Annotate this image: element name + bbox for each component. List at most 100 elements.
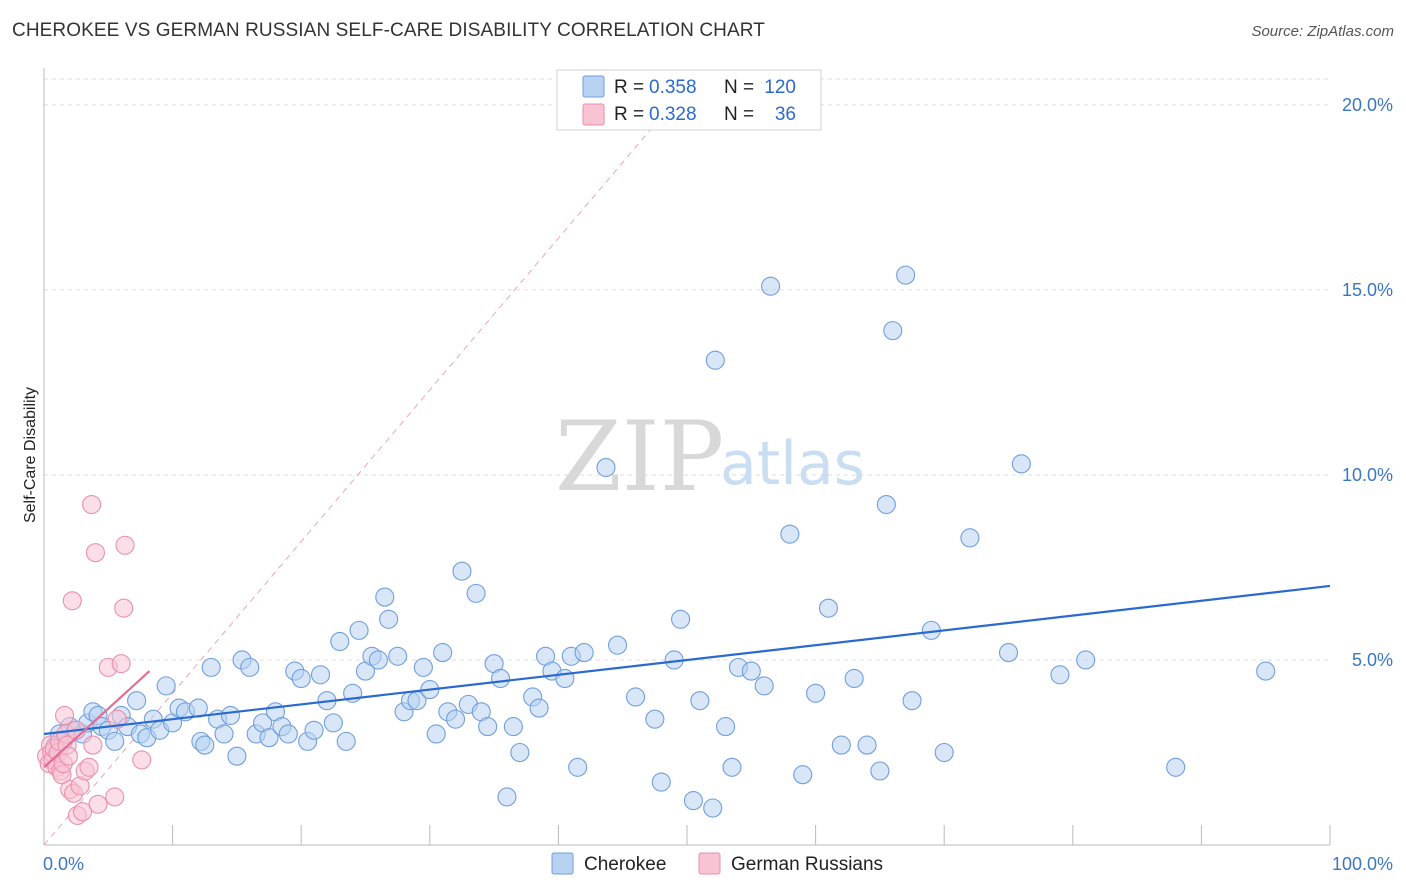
point-cherokee bbox=[857, 735, 877, 755]
point-cherokee bbox=[478, 717, 498, 737]
point-cherokee bbox=[503, 717, 523, 737]
point-german-russians bbox=[62, 591, 82, 611]
point-german-russians bbox=[88, 794, 108, 814]
legend-swatch-cherokee bbox=[582, 75, 605, 98]
point-cherokee bbox=[452, 561, 472, 581]
x-tick-label-min: 0.0% bbox=[43, 854, 84, 874]
point-cherokee bbox=[960, 528, 980, 548]
legend-r-value-cherokee: 0.358 bbox=[649, 77, 697, 98]
point-cherokee bbox=[240, 657, 260, 677]
point-german-russians bbox=[85, 543, 105, 563]
point-cherokee bbox=[330, 631, 350, 652]
legend-bottom-swatch-cherokee bbox=[551, 852, 574, 875]
point-cherokee bbox=[426, 724, 446, 744]
point-cherokee bbox=[490, 668, 511, 689]
legend-r-value-german-russians: 0.328 bbox=[649, 104, 697, 125]
point-german-russians bbox=[132, 750, 152, 770]
point-cherokee bbox=[497, 787, 517, 807]
legend-n-label-cherokee: N = bbox=[724, 77, 754, 98]
x-tick-label-max: 100.0% bbox=[1332, 854, 1393, 874]
point-cherokee bbox=[1050, 665, 1070, 685]
point-german-russians bbox=[114, 598, 134, 618]
point-cherokee bbox=[1166, 757, 1186, 777]
point-cherokee bbox=[754, 676, 774, 696]
point-cherokee bbox=[375, 587, 395, 607]
axes bbox=[43, 68, 1331, 846]
point-cherokee bbox=[105, 731, 125, 751]
point-cherokee bbox=[388, 646, 408, 666]
legend-n-value-german-russians: 36 bbox=[775, 104, 796, 125]
point-cherokee bbox=[761, 276, 781, 296]
point-cherokee bbox=[896, 265, 916, 285]
trend-lines bbox=[43, 584, 1331, 769]
point-cherokee bbox=[876, 495, 896, 515]
point-cherokee bbox=[703, 798, 723, 818]
point-cherokee bbox=[793, 765, 813, 785]
point-cherokee bbox=[445, 709, 466, 729]
point-cherokee bbox=[323, 713, 343, 733]
point-cherokee bbox=[626, 687, 646, 707]
point-cherokee bbox=[433, 643, 453, 663]
point-german-russians bbox=[73, 802, 93, 822]
point-cherokee bbox=[227, 746, 247, 766]
point-cherokee bbox=[510, 742, 530, 763]
point-german-russians bbox=[115, 535, 135, 555]
point-cherokee bbox=[1011, 454, 1031, 474]
point-german-russians bbox=[105, 787, 125, 807]
point-german-russians bbox=[79, 757, 99, 777]
point-cherokee bbox=[349, 620, 369, 640]
chart-source: Source: ZipAtlas.com bbox=[1251, 23, 1394, 40]
point-german-russians bbox=[111, 654, 131, 674]
point-cherokee bbox=[304, 720, 324, 740]
legend-bottom: Cherokee German Russians bbox=[551, 852, 883, 875]
y-tick-label: 10.0% bbox=[1342, 465, 1393, 485]
point-cherokee bbox=[379, 609, 399, 629]
point-cherokee bbox=[671, 609, 691, 629]
point-cherokee bbox=[529, 698, 549, 718]
legend-n-label-german-russians: N = bbox=[724, 104, 754, 125]
series-cherokee-points bbox=[46, 265, 1276, 818]
point-cherokee bbox=[844, 668, 864, 689]
legend-bottom-label-german-russians: German Russians bbox=[731, 854, 883, 875]
point-german-russians bbox=[58, 746, 78, 766]
point-cherokee bbox=[310, 665, 331, 685]
point-cherokee bbox=[870, 761, 890, 781]
point-cherokee bbox=[780, 524, 800, 544]
y-tick-label: 5.0% bbox=[1352, 650, 1393, 670]
point-cherokee bbox=[741, 661, 761, 681]
point-cherokee bbox=[690, 691, 710, 711]
y-tick-labels: 5.0% 10.0% 15.0% 20.0% bbox=[1342, 95, 1393, 670]
point-cherokee bbox=[818, 598, 839, 618]
point-german-russians bbox=[83, 735, 103, 755]
point-cherokee bbox=[574, 643, 594, 663]
point-cherokee bbox=[156, 676, 176, 696]
legend-r-label-cherokee: R = bbox=[614, 77, 644, 98]
point-cherokee bbox=[806, 683, 826, 703]
point-cherokee bbox=[336, 731, 356, 751]
trend-line-cherokee bbox=[43, 584, 1331, 736]
point-german-russians bbox=[55, 705, 75, 726]
grid-lines bbox=[44, 78, 1330, 661]
point-cherokee bbox=[220, 705, 241, 726]
y-tick-label: 20.0% bbox=[1342, 95, 1393, 115]
legend-n-value-cherokee: 120 bbox=[764, 77, 796, 98]
point-cherokee bbox=[568, 757, 588, 777]
point-cherokee bbox=[902, 691, 922, 711]
point-cherokee bbox=[1076, 650, 1096, 670]
point-cherokee bbox=[716, 717, 736, 737]
point-cherokee bbox=[368, 650, 388, 670]
point-cherokee bbox=[1256, 661, 1276, 681]
point-cherokee bbox=[831, 735, 851, 755]
point-cherokee bbox=[998, 643, 1019, 663]
y-tick-label: 15.0% bbox=[1342, 280, 1393, 300]
point-cherokee bbox=[278, 724, 298, 744]
point-cherokee bbox=[413, 657, 433, 677]
point-cherokee bbox=[608, 635, 628, 655]
point-cherokee bbox=[645, 709, 665, 729]
legend-swatch-german-russians bbox=[582, 103, 605, 126]
legend-r-label-german-russians: R = bbox=[614, 104, 644, 125]
point-cherokee bbox=[188, 698, 208, 718]
legend-bottom-label-cherokee: Cherokee bbox=[584, 854, 666, 875]
chart-title: CHEROKEE VS GERMAN RUSSIAN SELF-CARE DIS… bbox=[12, 20, 765, 41]
watermark-atlas: atlas bbox=[720, 429, 865, 499]
